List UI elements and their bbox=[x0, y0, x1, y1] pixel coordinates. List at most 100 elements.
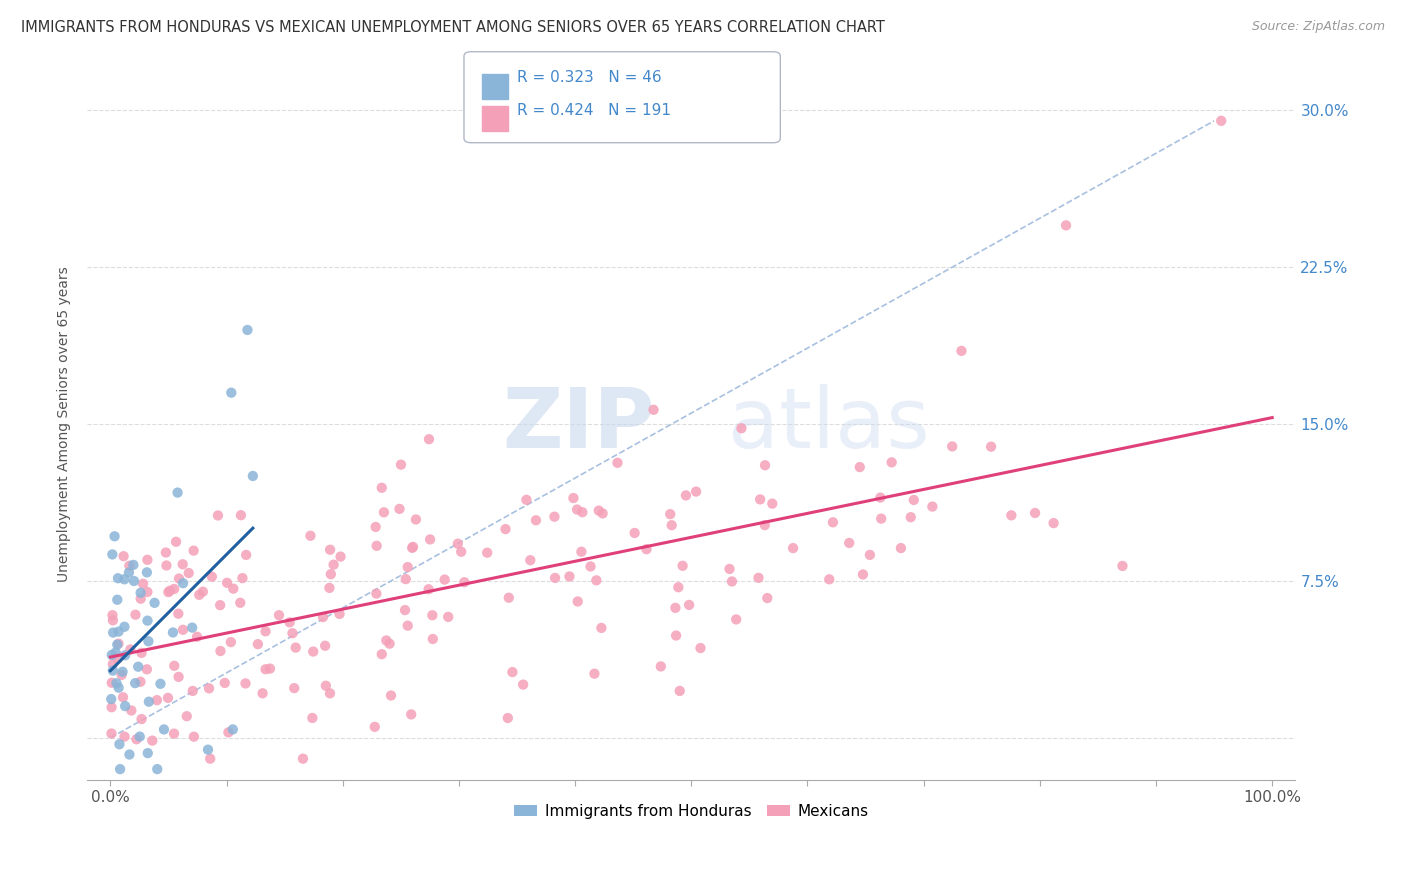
Point bbox=[114, 620, 136, 634]
Point bbox=[236, 323, 259, 337]
Point bbox=[319, 567, 342, 582]
Point bbox=[1111, 558, 1133, 573]
Point bbox=[146, 762, 169, 776]
Point bbox=[524, 513, 547, 527]
Point bbox=[388, 501, 411, 516]
Point bbox=[661, 518, 683, 533]
Point bbox=[221, 385, 243, 400]
Point bbox=[422, 632, 444, 646]
Point bbox=[319, 686, 342, 700]
Point bbox=[112, 572, 135, 586]
Point bbox=[111, 665, 134, 679]
Point bbox=[111, 668, 134, 682]
Point bbox=[101, 608, 124, 623]
Point bbox=[197, 742, 219, 756]
Point bbox=[371, 647, 394, 661]
Point bbox=[186, 630, 208, 644]
Point bbox=[405, 512, 427, 526]
Point bbox=[880, 455, 903, 469]
Point bbox=[433, 573, 456, 587]
Point bbox=[623, 525, 645, 540]
Point bbox=[101, 613, 124, 627]
Point bbox=[366, 586, 388, 600]
Point bbox=[105, 592, 128, 607]
Point bbox=[498, 591, 520, 605]
Point bbox=[394, 603, 416, 617]
Point bbox=[229, 508, 252, 523]
Point bbox=[870, 511, 893, 525]
Point bbox=[366, 539, 388, 553]
Point bbox=[207, 508, 229, 523]
Point bbox=[821, 516, 844, 530]
Text: IMMIGRANTS FROM HONDURAS VS MEXICAN UNEMPLOYMENT AMONG SENIORS OVER 65 YEARS COR: IMMIGRANTS FROM HONDURAS VS MEXICAN UNEM… bbox=[21, 20, 884, 35]
Point bbox=[848, 460, 870, 475]
Point bbox=[869, 491, 891, 505]
Point bbox=[718, 562, 741, 576]
Point bbox=[571, 505, 593, 519]
Point bbox=[364, 520, 387, 534]
Point bbox=[364, 720, 387, 734]
Point bbox=[231, 571, 253, 585]
Point bbox=[127, 659, 149, 673]
Point bbox=[129, 674, 152, 689]
Point bbox=[136, 585, 159, 599]
Point bbox=[650, 659, 672, 673]
Point bbox=[138, 695, 160, 709]
Point bbox=[373, 505, 395, 519]
Y-axis label: Unemployment Among Seniors over 65 years: Unemployment Among Seniors over 65 years bbox=[58, 266, 72, 582]
Point bbox=[477, 546, 499, 560]
Point bbox=[101, 625, 124, 640]
Point bbox=[380, 689, 402, 703]
Point bbox=[120, 704, 142, 718]
Point bbox=[101, 548, 124, 562]
Point bbox=[112, 549, 135, 564]
Point bbox=[418, 432, 440, 446]
Point bbox=[131, 712, 153, 726]
Point bbox=[222, 582, 245, 596]
Point bbox=[672, 558, 695, 573]
Point bbox=[588, 503, 610, 517]
Point bbox=[761, 497, 783, 511]
Point bbox=[235, 548, 257, 562]
Point bbox=[267, 608, 290, 623]
Point bbox=[107, 652, 129, 666]
Point bbox=[838, 536, 860, 550]
Point bbox=[592, 507, 614, 521]
Point bbox=[980, 440, 1002, 454]
Point bbox=[101, 648, 124, 662]
Point bbox=[725, 612, 748, 626]
Point bbox=[136, 662, 159, 676]
Point bbox=[375, 633, 398, 648]
Point bbox=[103, 529, 125, 543]
Point bbox=[664, 600, 686, 615]
Point bbox=[100, 726, 122, 740]
Point bbox=[565, 502, 588, 516]
Point bbox=[219, 635, 242, 649]
Point bbox=[118, 566, 141, 580]
Point bbox=[163, 658, 186, 673]
Point bbox=[319, 542, 342, 557]
Point bbox=[107, 571, 129, 585]
Point bbox=[156, 690, 179, 705]
Point bbox=[291, 752, 314, 766]
Point bbox=[167, 572, 190, 586]
Point bbox=[302, 644, 325, 658]
Text: ZIP: ZIP bbox=[502, 384, 655, 465]
Point bbox=[162, 625, 184, 640]
Point bbox=[246, 637, 269, 651]
Point bbox=[591, 621, 613, 635]
Point bbox=[100, 700, 122, 714]
Point bbox=[181, 621, 204, 635]
Point bbox=[519, 553, 541, 567]
Point bbox=[903, 492, 925, 507]
Point bbox=[155, 545, 177, 559]
Point bbox=[114, 699, 136, 714]
Point bbox=[571, 545, 593, 559]
Point bbox=[214, 676, 236, 690]
Point bbox=[129, 586, 152, 600]
Point bbox=[419, 533, 441, 547]
Point bbox=[301, 711, 323, 725]
Point bbox=[606, 456, 628, 470]
Point bbox=[183, 730, 205, 744]
Point bbox=[209, 644, 232, 658]
